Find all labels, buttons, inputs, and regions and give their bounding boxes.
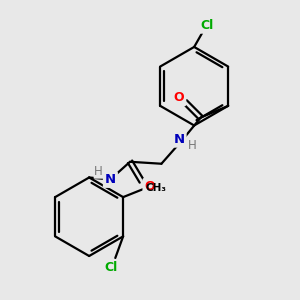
Text: N: N	[105, 173, 116, 186]
Text: N: N	[173, 133, 185, 146]
Text: H: H	[94, 165, 103, 178]
Text: H: H	[188, 139, 196, 152]
Text: CH₃: CH₃	[146, 183, 167, 193]
Text: O: O	[174, 92, 184, 104]
Text: Cl: Cl	[105, 261, 118, 274]
Text: Cl: Cl	[200, 19, 214, 32]
Text: O: O	[144, 180, 155, 193]
